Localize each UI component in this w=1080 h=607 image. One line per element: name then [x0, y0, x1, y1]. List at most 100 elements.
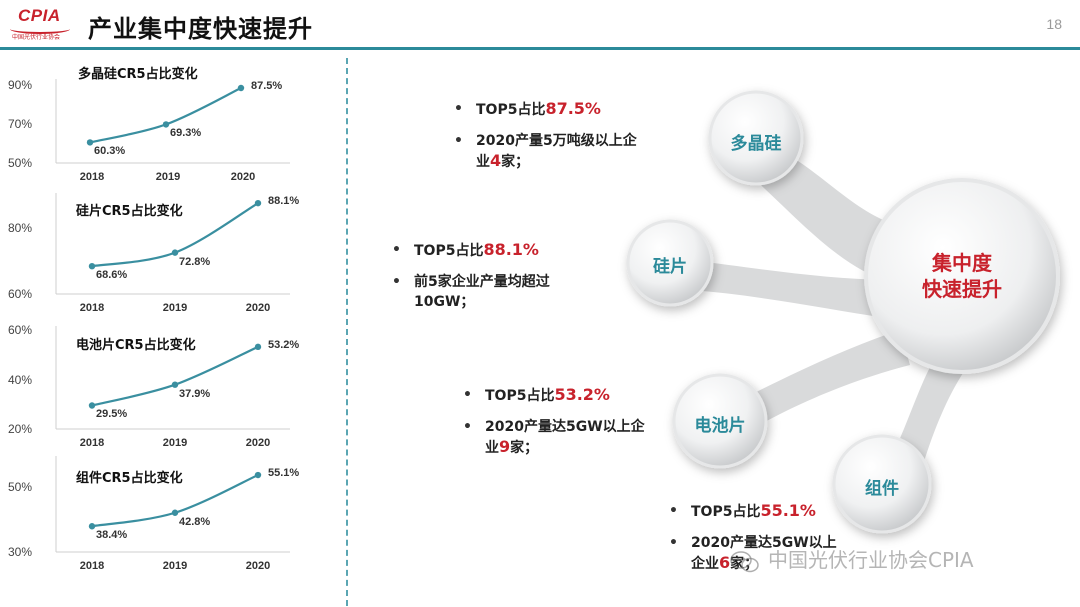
y-tick-label: 90%: [8, 78, 33, 92]
data-label: 55.1%: [268, 467, 300, 480]
bullet-text-cont: 业: [485, 440, 499, 456]
bullet-value: 88.1%: [483, 240, 539, 259]
x-tick-label: 2018: [79, 171, 105, 183]
bullets-wafer: TOP5占比88.1% 前5家企业产量均超过 10GW；: [390, 240, 610, 323]
chart-plot: [55, 79, 290, 164]
data-label: 37.9%: [179, 387, 211, 400]
y-tick-label: 30%: [8, 545, 33, 559]
center-label: 集中度 快速提升: [892, 250, 1032, 302]
node-label-module: 组件: [865, 479, 899, 499]
y-tick-label: 70%: [8, 117, 33, 131]
x-tick-label: 2020: [245, 437, 271, 449]
x-tick-label: 2018: [79, 302, 105, 314]
node-label-polysilicon: 多晶硅: [730, 134, 782, 154]
data-point: [254, 199, 262, 207]
data-label: 68.6%: [96, 269, 128, 282]
y-tick-label: 60%: [8, 287, 33, 301]
bullet-count: 6: [719, 553, 731, 572]
bullet-polysilicon-top5: TOP5占比87.5%: [452, 99, 692, 120]
diagram-graphic: [626, 90, 1060, 534]
x-tick-label: 2020: [230, 171, 256, 183]
data-point: [86, 139, 94, 146]
bullets-module: TOP5占比55.1% 2020产量达5GW以上 企业6家；: [667, 501, 867, 585]
wechat-icon: [730, 550, 759, 572]
bullet-value: 53.2%: [554, 385, 610, 404]
series-line: [89, 87, 242, 144]
y-tick-label: 20%: [8, 422, 33, 436]
bullet-suffix: 家；: [510, 440, 539, 456]
center-label-line1: 集中度: [932, 251, 992, 275]
data-label: 29.5%: [96, 408, 128, 421]
bullet-text-cont: 10GW；: [414, 294, 475, 310]
slide-header: CPIA 中国光伏行业协会 产业集中度快速提升 18: [0, 0, 1080, 52]
bullet-text: TOP5占比: [476, 102, 546, 118]
header-rule: [0, 47, 1080, 50]
x-tick-label: 2020: [245, 302, 271, 314]
y-tick-label: 60%: [8, 323, 33, 337]
data-point: [88, 262, 96, 270]
center-bubble: [864, 178, 1060, 374]
data-point: [88, 523, 96, 530]
data-point: [88, 402, 96, 409]
bullet-module-top5: TOP5占比55.1%: [667, 501, 867, 522]
bullet-text: TOP5占比: [691, 504, 761, 520]
chart-title: 电池片CR5占比变化: [76, 338, 196, 353]
x-tick-label: 2020: [245, 560, 271, 572]
x-tick-label: 2018: [79, 560, 105, 572]
y-tick-label: 80%: [8, 221, 33, 235]
bullet-text: 2020产量达5GW以上: [691, 535, 837, 551]
y-tick-label: 50%: [8, 156, 33, 170]
data-point: [171, 381, 179, 388]
data-label: 60.3%: [94, 145, 126, 158]
concentration-diagram: 多晶硅 硅片 电池片 组件 集中度 快速提升: [600, 80, 1080, 607]
data-label: 69.3%: [170, 127, 202, 140]
bullets-polysilicon: TOP5占比87.5% 2020产量5万吨级以上企 业4家；: [452, 99, 692, 183]
bullet-count: 4: [490, 151, 502, 170]
bullet-text: TOP5占比: [485, 388, 555, 404]
data-point: [171, 249, 179, 256]
chart-title: 多晶硅CR5占比变化: [78, 67, 198, 82]
bullet-text: TOP5占比: [414, 243, 484, 259]
data-label: 42.8%: [179, 515, 211, 528]
node-label-cell: 电池片: [694, 416, 746, 436]
bullet-wafer-top5: TOP5占比88.1%: [390, 240, 610, 261]
data-label: 38.4%: [96, 529, 128, 542]
bullet-text: 前5家企业产量均超过: [414, 274, 550, 290]
bullet-text: 2020产量达5GW以上企: [485, 419, 645, 435]
data-point: [171, 509, 179, 516]
x-tick-label: 2019: [162, 302, 188, 314]
bullet-value: 55.1%: [760, 501, 816, 520]
data-point: [237, 84, 245, 92]
watermark-text: 中国光伏行业协会CPIA: [768, 548, 974, 572]
chart-title: 硅片CR5占比变化: [76, 204, 183, 219]
bullet-text-cont: 企业: [691, 556, 719, 572]
data-label: 88.1%: [268, 195, 300, 208]
series-line: [91, 474, 259, 528]
center-label-line2: 快速提升: [922, 277, 1002, 301]
data-point: [254, 343, 262, 351]
series-line: [91, 202, 259, 268]
page-number: 18: [1046, 16, 1062, 32]
data-label: 53.2%: [268, 338, 300, 351]
bullet-cell-top5: TOP5占比53.2%: [461, 385, 691, 406]
chart-panel-polysilicon: 多晶硅CR5占比变化 90% 70% 50% 60.3% 69.3% 87.5% 2018 20…: [0, 55, 346, 190]
bullet-suffix: 家；: [501, 154, 530, 170]
series-line: [91, 345, 259, 407]
node-label-wafer: 硅片: [653, 257, 687, 277]
x-tick-label: 2019: [155, 171, 181, 183]
node-polysilicon-bubble: [708, 90, 804, 186]
bullet-text-cont: 业: [476, 154, 490, 170]
chart-panel-wafer: 硅片CR5占比变化 80% 60% 68.6% 72.8% 88.1% 2018 2019 20…: [0, 192, 346, 322]
wechat-watermark: 中国光伏行业协会CPIA: [730, 544, 974, 574]
cpia-logo: CPIA 中国光伏行业协会: [8, 2, 70, 46]
bullet-value: 87.5%: [545, 99, 601, 118]
x-tick-label: 2018: [79, 437, 105, 449]
chart-plot: [55, 326, 290, 430]
chart-plot: [55, 193, 290, 295]
y-tick-label: 40%: [8, 373, 33, 387]
logo-text: CPIA: [18, 6, 61, 25]
node-wafer-bubble: [626, 219, 714, 307]
logo-arc: [10, 24, 70, 34]
data-label: 72.8%: [179, 255, 211, 268]
chart-panel-cell: 电池片CR5占比变化 60% 40% 20% 29.5% 37.9% 53.2% 2018 20…: [0, 322, 346, 455]
